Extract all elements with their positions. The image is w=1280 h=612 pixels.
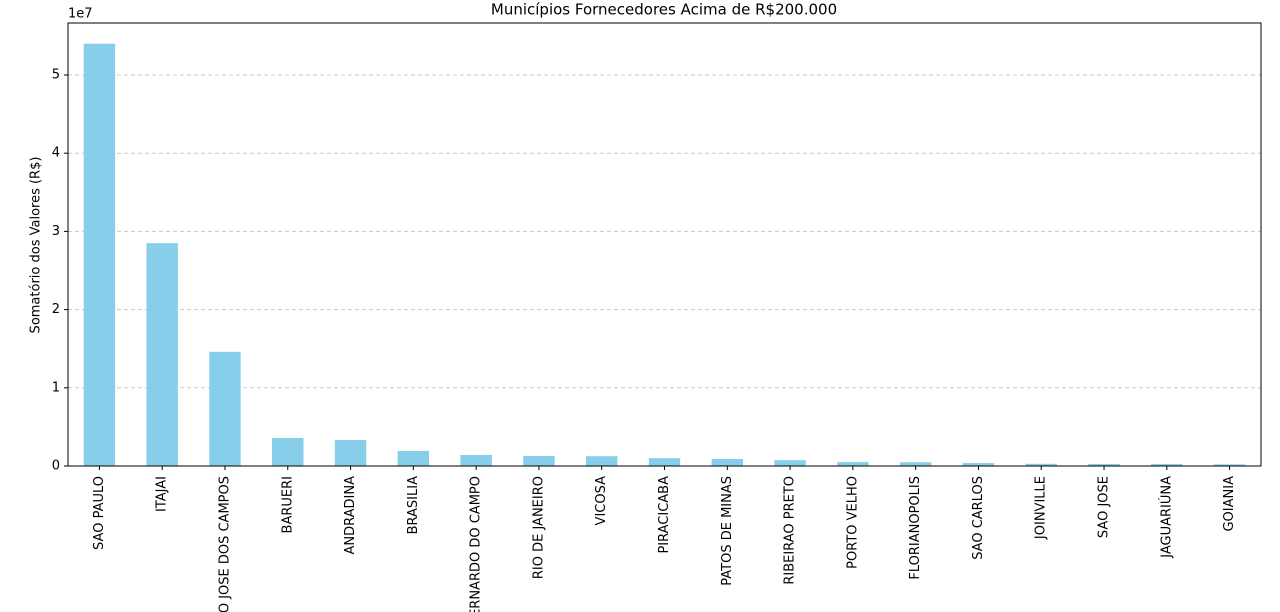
plot-area: 0 1 2 3 4 5 SAO PAULO ITAJAI SAO JOSE DOS CAMPOS… — [52, 43, 1261, 612]
axes-frame — [67, 22, 1262, 467]
bar — [1025, 463, 1057, 466]
bar — [272, 438, 304, 466]
x-tick-label: FLORIANOPOLIS — [908, 476, 923, 580]
y-tick-label: 2 — [52, 302, 60, 317]
bar — [460, 454, 492, 466]
bar — [209, 351, 241, 466]
y-tick-label: 5 — [52, 68, 60, 83]
bar — [1088, 463, 1120, 466]
x-tick-label: BRASILIA — [406, 476, 421, 534]
bar — [523, 455, 555, 466]
bar — [83, 43, 116, 466]
x-tick-label: SAO JOSE DOS CAMPOS — [217, 476, 232, 612]
x-tick-label: JAGUARIÚNA — [1158, 476, 1174, 559]
bar — [397, 450, 430, 466]
bar — [648, 458, 681, 466]
y-tick-label: 3 — [52, 224, 60, 239]
x-tick-label: SAO BERNARDO DO CAMPO — [469, 476, 484, 612]
bar — [334, 440, 367, 466]
x-tick-label: ANDRADINA — [343, 476, 358, 555]
bar — [1213, 464, 1246, 466]
bar — [962, 463, 995, 466]
bar — [711, 458, 743, 466]
x-tick-label: ITAJAI — [155, 476, 170, 512]
x-tick-label: RIBEIRAO PRETO — [783, 476, 798, 585]
x-tick-label: JOINVILLE — [1034, 476, 1049, 540]
x-tick-label: RIO DE JANEIRO — [531, 476, 546, 579]
chart-title: Municípios Fornecedores Acima de R$200.0… — [491, 1, 837, 19]
y-tick-label: 1 — [52, 380, 60, 395]
x-tick-label: SAO CARLOS — [971, 476, 986, 560]
y-axis-label: Somatório dos Valores (R$) — [29, 157, 44, 334]
bar — [586, 456, 618, 466]
y-tick-label: 4 — [52, 146, 60, 161]
y-tick-label: 0 — [52, 459, 60, 474]
x-tick-label: PATOS DE MINAS — [720, 476, 735, 586]
x-tick-label: GOIANIA — [1222, 476, 1237, 532]
bar — [774, 460, 806, 466]
x-tick-label: SAO JOSE — [1097, 476, 1112, 538]
bar — [899, 462, 932, 466]
offset-text: 1e7 — [68, 7, 93, 22]
x-tick-label: BARUERI — [280, 476, 295, 533]
x-tick-label: PORTO VELHO — [845, 476, 860, 569]
bar — [1151, 464, 1183, 466]
x-tick-label: PIRACICABA — [657, 476, 672, 554]
bar — [146, 243, 178, 466]
bar — [837, 462, 869, 466]
x-tick-label: SAO PAULO — [92, 476, 107, 550]
x-tick-label: VICOSA — [594, 476, 609, 526]
